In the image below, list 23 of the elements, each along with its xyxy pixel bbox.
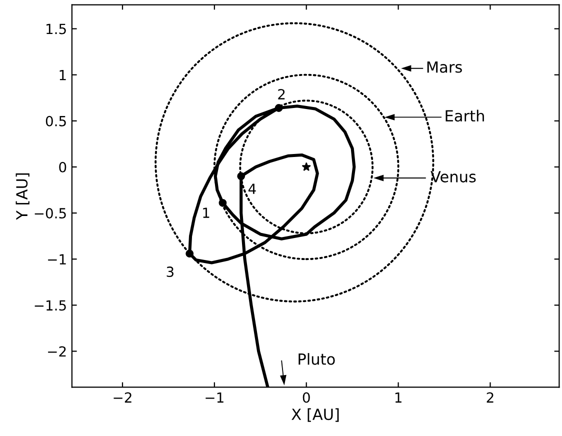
annotation: Earth [446,110,484,122]
y-tick-label: 0.5 [46,116,66,126]
annotation: Mars [427,61,462,73]
annotation: 1 [203,208,210,218]
annotation: 4 [248,184,256,194]
annotation: Pluto [298,353,335,365]
y-axis-title: Y [AU] [16,173,30,220]
y-tick-label: −1.5 [34,300,66,311]
y-tick-label: 0 [59,162,66,172]
x-tick-label: −2 [114,392,132,403]
annotation: Venus [430,171,476,182]
y-tick-label: −2 [48,346,66,357]
x-tick-label: 2 [486,392,494,403]
annotation: 3 [166,266,174,278]
x-tick-label: 1 [395,392,402,403]
y-tick-label: −0.5 [34,208,66,218]
annotation: 2 [278,89,285,100]
x-axis-title: X [AU] [292,408,339,422]
y-tick-label: −1 [48,254,66,264]
x-tick-label: 0 [302,392,310,403]
y-tick-label: 1.5 [46,24,66,34]
y-tick-label: 1 [60,70,66,80]
x-tick-label: −1 [206,392,224,403]
